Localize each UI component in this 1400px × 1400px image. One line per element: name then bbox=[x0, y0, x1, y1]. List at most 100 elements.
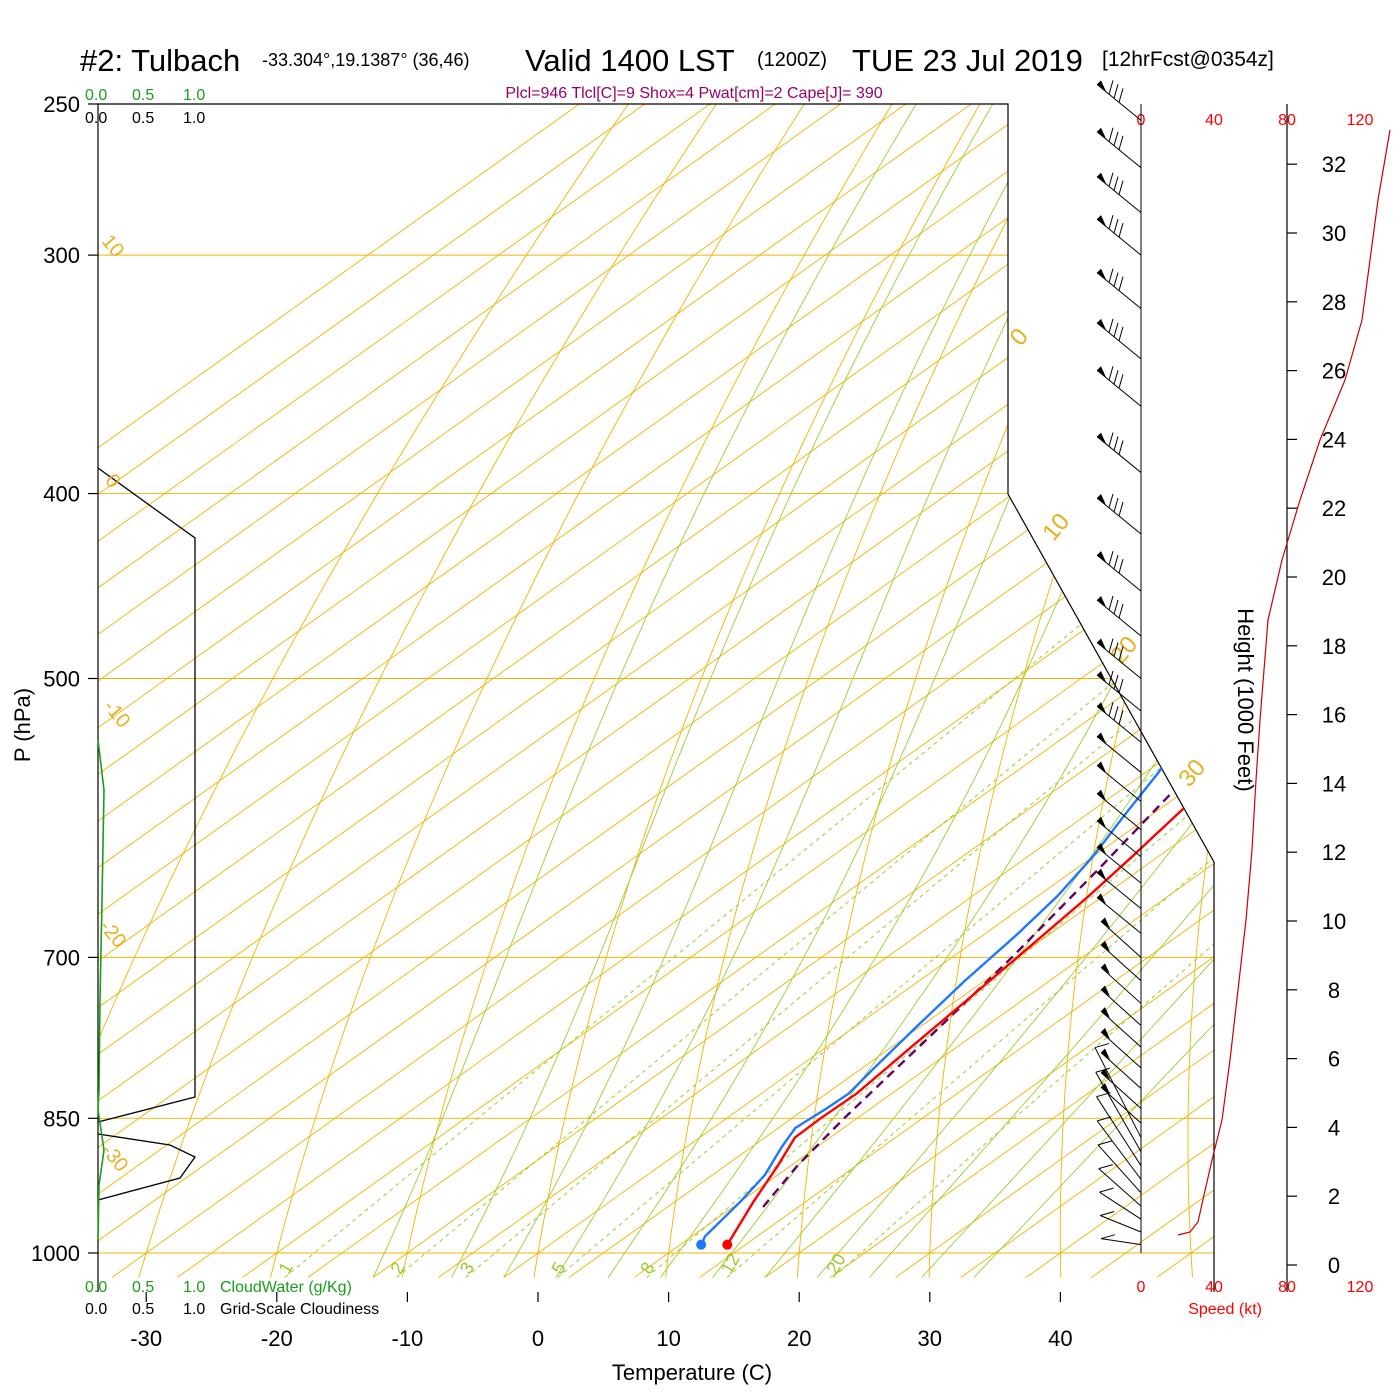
wind-barb bbox=[1100, 1211, 1142, 1233]
cloudiness-profile-upper bbox=[97, 467, 196, 1123]
moist-adiabat bbox=[869, 104, 1214, 1278]
wind-barb-flag bbox=[1097, 732, 1106, 744]
isotherm bbox=[1287, 104, 1400, 1277]
x-tick-label: 10 bbox=[656, 1326, 680, 1351]
wind-barb-flag bbox=[1097, 268, 1106, 280]
isotherm bbox=[242, 104, 1214, 1278]
wind-barb-feather bbox=[1108, 432, 1114, 447]
isotherm bbox=[176, 104, 1214, 1278]
wind-barb-feather bbox=[1113, 599, 1119, 615]
wind-barb-feather bbox=[1113, 218, 1119, 234]
dry-adiabat-label: -10 bbox=[99, 696, 134, 732]
wind-barb-feather bbox=[1108, 127, 1114, 142]
isotherm bbox=[634, 104, 1214, 1278]
wind-barb bbox=[1096, 80, 1142, 121]
wind-barb-staff bbox=[1100, 944, 1142, 982]
wind-barb-staff bbox=[1096, 793, 1142, 831]
isotherm bbox=[98, 104, 841, 1278]
wind-barb bbox=[1098, 1164, 1142, 1207]
wind-barb-feather bbox=[1118, 440, 1124, 455]
dry-adiabat bbox=[796, 104, 1157, 1278]
wind-barb bbox=[1100, 963, 1142, 1004]
wind-barb-feather bbox=[1118, 678, 1124, 694]
wind-barb-feather bbox=[1118, 222, 1124, 238]
wind-barb-feather bbox=[1113, 436, 1119, 451]
svg-text:0.0: 0.0 bbox=[85, 1301, 107, 1318]
dry-adiabat-label: -20 bbox=[95, 916, 130, 952]
wind-barb bbox=[1096, 732, 1142, 773]
wind-barb-feather bbox=[1118, 180, 1124, 195]
svg-text:0.5: 0.5 bbox=[132, 110, 154, 127]
wind-barb-flag bbox=[1097, 127, 1106, 139]
wind-barb bbox=[1100, 940, 1142, 982]
dry-adiabat bbox=[270, 104, 805, 1278]
wind-barb-staff bbox=[1096, 1120, 1142, 1180]
speed-axis-top: 0 40 80 120 bbox=[1137, 112, 1374, 129]
surface-temperature-dot bbox=[722, 1239, 733, 1250]
height-axis-title: Height (1000 Feet) bbox=[1233, 608, 1258, 791]
wind-barb-flag bbox=[1097, 789, 1106, 801]
temperature-line bbox=[726, 120, 1214, 1246]
wind-barb-feather bbox=[1118, 501, 1124, 517]
mixing-ratio-line bbox=[284, 493, 1214, 1278]
wind-barb-feather bbox=[1097, 1116, 1112, 1122]
svg-text:1.0: 1.0 bbox=[183, 87, 205, 104]
isotherm bbox=[568, 104, 1214, 1278]
wind-barb-staff bbox=[1096, 765, 1142, 802]
wind-barb-feather bbox=[1118, 710, 1124, 725]
isotherm bbox=[98, 104, 1214, 1278]
height-tick-label: 8 bbox=[1328, 978, 1340, 1003]
wind-barb-feather bbox=[1098, 1164, 1113, 1170]
dewpoint-line bbox=[700, 119, 1214, 1246]
wind-barb bbox=[1094, 1043, 1142, 1138]
dry-adiabat bbox=[665, 104, 1069, 1278]
wind-barb-flag bbox=[1101, 1028, 1110, 1040]
station-title: #2: Tulbach bbox=[80, 43, 240, 78]
wind-barb-feather bbox=[1118, 603, 1124, 619]
wind-barb bbox=[1096, 816, 1142, 858]
mixing-ratio-label: 12 bbox=[717, 1250, 744, 1277]
wind-barb-feather bbox=[1113, 497, 1119, 513]
isotherm bbox=[829, 104, 1214, 1278]
moist-adiabat bbox=[921, 104, 1214, 1278]
dry-adiabat bbox=[401, 104, 893, 1278]
wind-barb-staff bbox=[1097, 1144, 1142, 1194]
x-tick-label: 0 bbox=[532, 1326, 544, 1351]
isotherm bbox=[98, 104, 1214, 1278]
isotherm bbox=[98, 104, 645, 1278]
wind-barb-feather bbox=[1118, 374, 1124, 389]
speed-axis-label: Speed (kt) bbox=[1188, 1301, 1262, 1318]
wind-barb-staff bbox=[1100, 1086, 1142, 1124]
wind-barb-feather bbox=[1095, 1067, 1110, 1073]
moist-adiabat bbox=[503, 104, 1051, 1278]
wind-barb-staff bbox=[1096, 872, 1142, 909]
wind-barb-staff bbox=[1100, 1052, 1142, 1089]
thermo-grid: 1 2 3 5 8 12 20 bbox=[98, 104, 1400, 1278]
stability-indices: Plcl=946 Tlcl[C]=9 Shox=4 Pwat[cm]=2 Cap… bbox=[505, 85, 882, 102]
wind-barb-feather bbox=[1118, 135, 1124, 150]
wind-barb-staff bbox=[1096, 820, 1142, 858]
speed-axis-bottom: 0 40 80 120 Speed (kt) bbox=[1137, 1279, 1374, 1318]
wind-barb bbox=[1096, 843, 1142, 884]
isotherm bbox=[98, 104, 1214, 1278]
wind-barb-staff bbox=[1100, 967, 1142, 1004]
wind-barb bbox=[1096, 868, 1142, 909]
isotherm bbox=[98, 104, 1103, 1278]
isotherm bbox=[98, 104, 1214, 1278]
x-axis-title: Temperature (C) bbox=[612, 1360, 772, 1385]
isotherm-label: 30 bbox=[1173, 754, 1211, 792]
isotherm bbox=[503, 104, 1214, 1278]
wind-barb-staff bbox=[1100, 1238, 1142, 1246]
mixing-ratio-label: 20 bbox=[822, 1250, 849, 1277]
wind-barb-staff bbox=[1095, 1071, 1142, 1152]
cloud-panel bbox=[97, 467, 196, 1241]
wind-barb-flag bbox=[1097, 432, 1106, 444]
wind-barb-staff bbox=[1100, 921, 1142, 958]
cloudwater-profile bbox=[97, 739, 105, 1241]
x-tick-label: 30 bbox=[918, 1326, 942, 1351]
valid-date: TUE 23 Jul 2019 bbox=[852, 43, 1083, 78]
station-coords: -33.304°,19.1387° (36,46) bbox=[262, 50, 470, 70]
wind-barb bbox=[1096, 172, 1142, 213]
wind-barb-feather bbox=[1108, 80, 1114, 95]
dry-adiabat bbox=[1187, 104, 1214, 1278]
